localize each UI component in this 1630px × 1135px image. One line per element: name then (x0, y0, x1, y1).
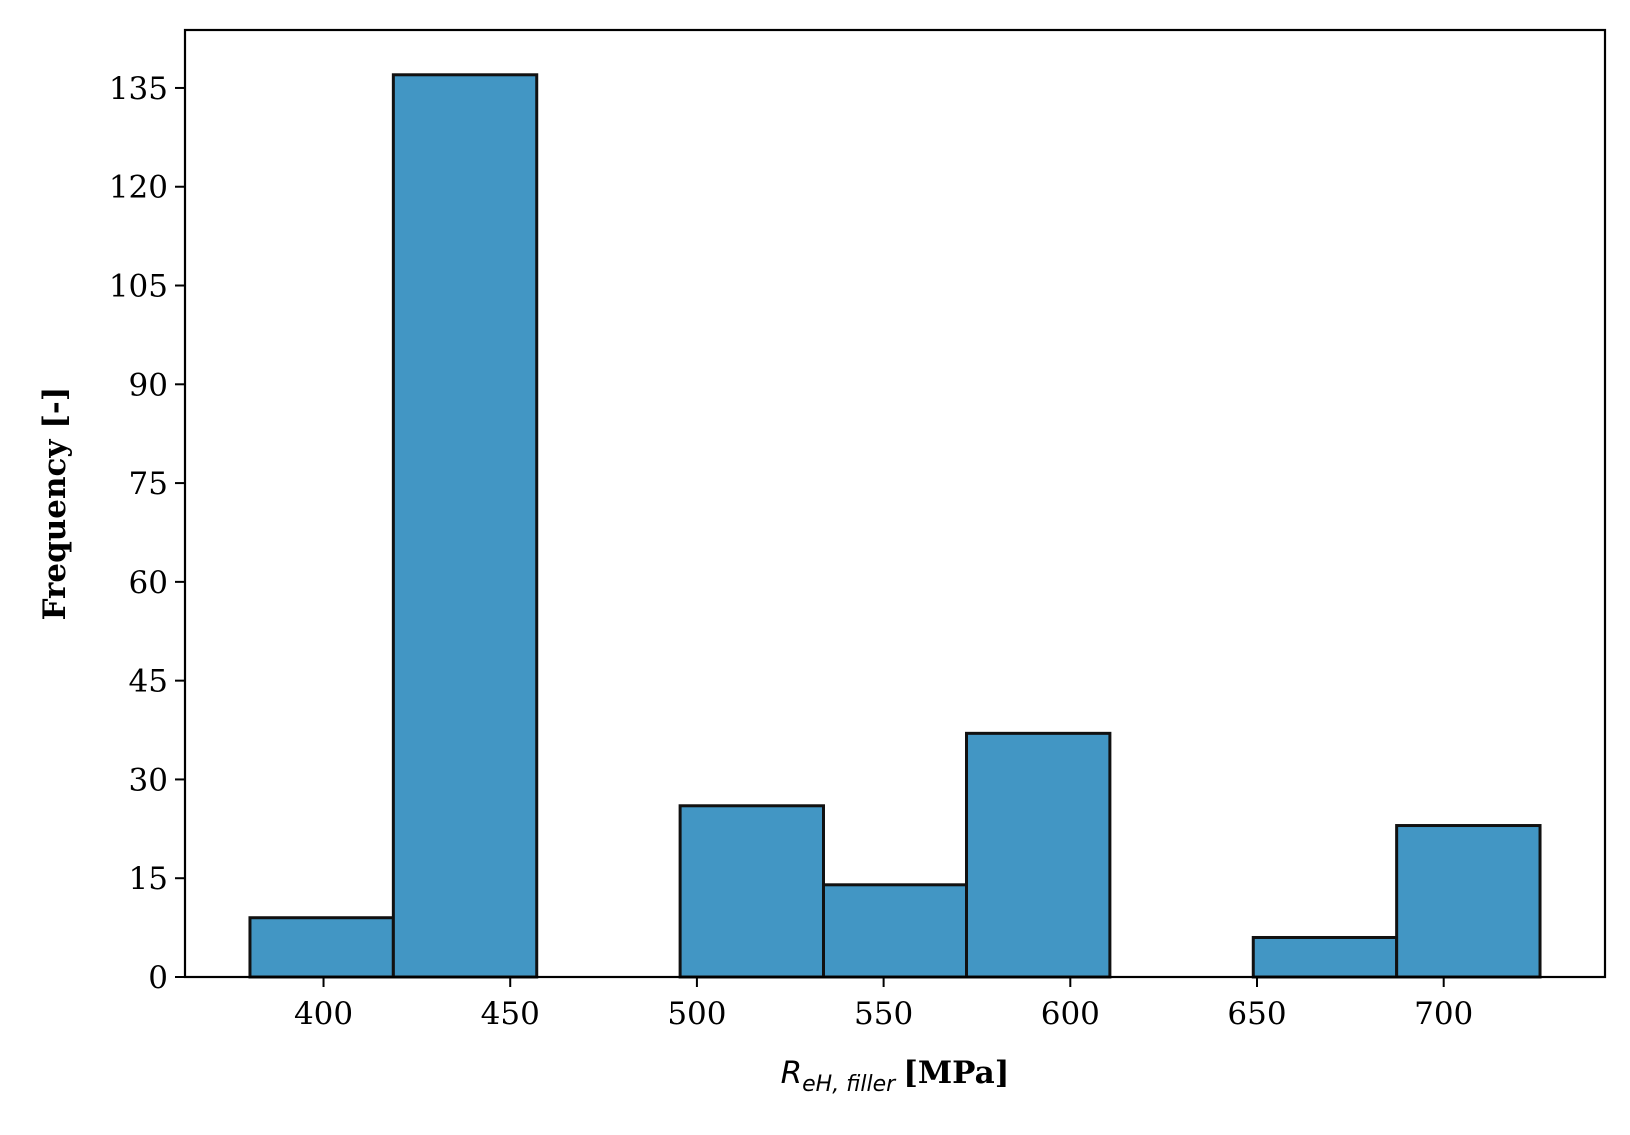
y-tick-label: 135 (109, 71, 168, 107)
y-tick-label: 120 (109, 170, 168, 206)
histogram-bar (391, 73, 539, 979)
histogram-bar (248, 916, 395, 979)
histogram-bar (1395, 824, 1542, 979)
x-tick-label: 400 (294, 996, 353, 1032)
histogram-bar (1251, 935, 1399, 979)
y-tick-label: 105 (109, 269, 168, 305)
histogram-bar (965, 731, 1112, 979)
y-tick-label: 60 (129, 565, 168, 601)
y-tick-label: 45 (129, 664, 168, 700)
x-tick-label: 500 (667, 996, 726, 1032)
x-tick-label: 600 (1041, 996, 1100, 1032)
x-axis-label-symbol: R (781, 1055, 803, 1091)
bars-layer (248, 73, 1542, 979)
y-axis-label: Frequency [-] (37, 387, 73, 621)
plot-frame (183, 28, 1607, 979)
x-tick-label: 650 (1227, 996, 1286, 1032)
histogram-bar (678, 804, 825, 979)
x-axis-label-unit: [MPa] (903, 1055, 1009, 1091)
x-tick-label: 450 (481, 996, 540, 1032)
y-tick-label: 30 (129, 762, 168, 798)
x-axis-ticks: 400 450 500 550 600 650 700 (294, 977, 1473, 1032)
histogram-bar (821, 883, 969, 979)
x-axis-label-subscript: eH, filler (802, 1072, 897, 1097)
x-tick-label: 700 (1414, 996, 1473, 1032)
y-tick-label: 15 (129, 861, 168, 897)
y-tick-label: 75 (129, 466, 168, 502)
y-tick-label: 90 (129, 367, 168, 403)
x-tick-label: 550 (854, 996, 913, 1032)
y-axis-ticks: 0 15 30 45 60 75 90 105 120 135 (109, 71, 185, 996)
x-axis-label: ReH, filler [MPa] (781, 1055, 1010, 1097)
y-tick-label: 0 (148, 960, 168, 996)
